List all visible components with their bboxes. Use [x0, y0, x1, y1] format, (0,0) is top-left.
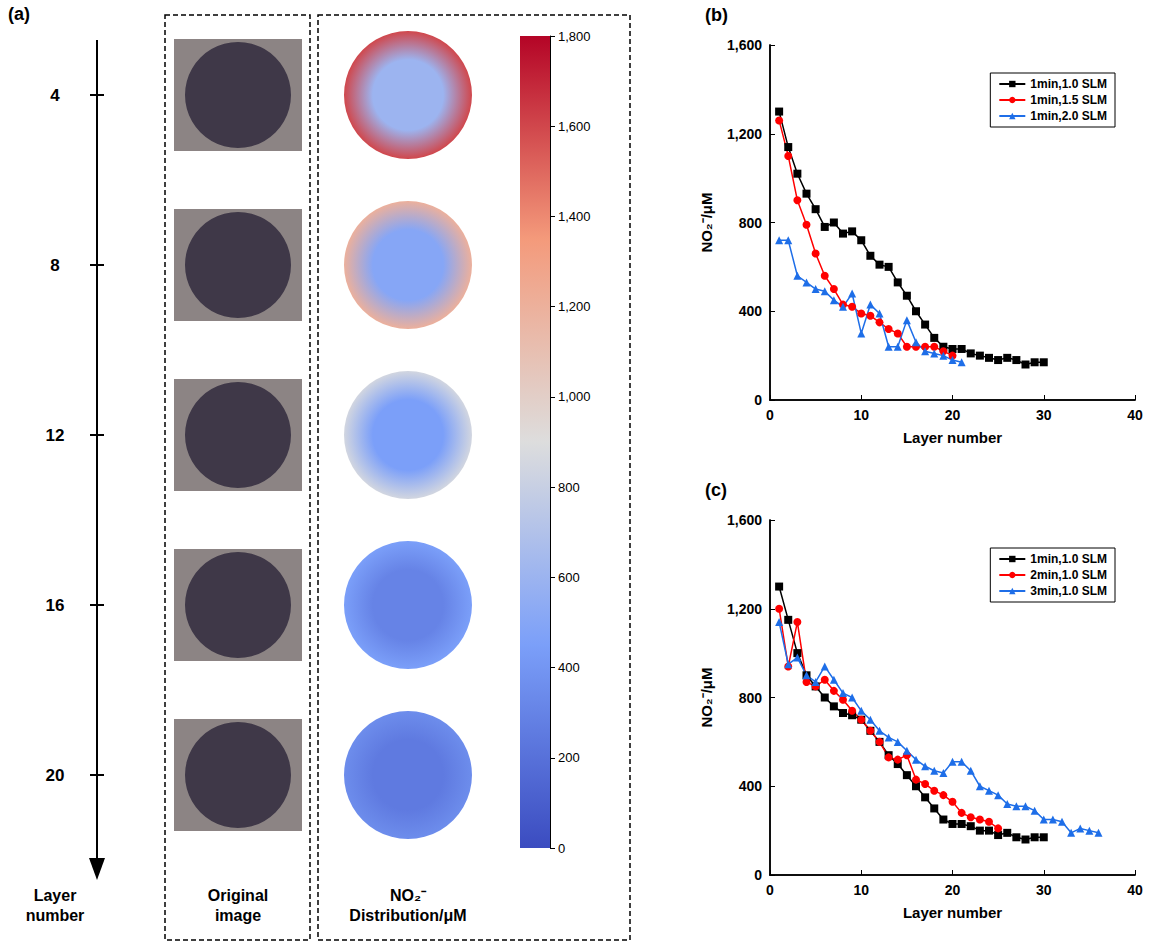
svg-text:20: 20	[945, 882, 961, 898]
svg-text:Layer number: Layer number	[903, 429, 1002, 446]
svg-text:10: 10	[853, 882, 869, 898]
svg-text:400: 400	[739, 303, 763, 319]
svg-text:0: 0	[754, 867, 762, 883]
svg-text:image: image	[215, 907, 261, 924]
svg-text:400: 400	[739, 778, 763, 794]
svg-text:1,000: 1,000	[558, 389, 591, 404]
svg-text:3min,1.0 SLM: 3min,1.0 SLM	[1030, 584, 1107, 598]
svg-text:0: 0	[558, 841, 565, 856]
svg-text:1,200: 1,200	[727, 126, 762, 142]
svg-text:1,600: 1,600	[558, 119, 591, 134]
svg-text:NO₂⁻: NO₂⁻	[390, 887, 427, 904]
svg-text:1,600: 1,600	[727, 37, 762, 53]
svg-text:800: 800	[739, 215, 763, 231]
svg-text:0: 0	[754, 392, 762, 408]
svg-text:16: 16	[46, 596, 65, 615]
svg-text:400: 400	[558, 660, 580, 675]
svg-text:number: number	[26, 907, 85, 924]
svg-text:12: 12	[46, 426, 65, 445]
svg-text:8: 8	[50, 256, 59, 275]
svg-text:20: 20	[945, 407, 961, 423]
svg-text:Distribution/μM: Distribution/μM	[349, 907, 466, 924]
svg-text:0: 0	[766, 407, 774, 423]
svg-text:1,800: 1,800	[558, 29, 591, 44]
svg-text:40: 40	[1127, 407, 1143, 423]
svg-text:NO₂⁻/μM: NO₂⁻/μM	[698, 667, 715, 727]
svg-text:1,400: 1,400	[558, 209, 591, 224]
svg-text:0: 0	[766, 882, 774, 898]
svg-text:Original: Original	[208, 887, 268, 904]
svg-text:Layer: Layer	[34, 887, 77, 904]
svg-text:2min,1.0 SLM: 2min,1.0 SLM	[1030, 568, 1107, 582]
svg-text:10: 10	[853, 407, 869, 423]
svg-text:1min,1.0 SLM: 1min,1.0 SLM	[1030, 552, 1107, 566]
svg-text:1min,1.0 SLM: 1min,1.0 SLM	[1030, 77, 1107, 91]
svg-text:1min,2.0 SLM: 1min,2.0 SLM	[1030, 109, 1107, 123]
svg-text:30: 30	[1036, 882, 1052, 898]
svg-text:Layer number: Layer number	[903, 904, 1002, 921]
svg-text:800: 800	[739, 690, 763, 706]
svg-text:(c): (c)	[705, 480, 727, 500]
svg-text:40: 40	[1127, 882, 1143, 898]
svg-text:800: 800	[558, 480, 580, 495]
svg-text:1,600: 1,600	[727, 512, 762, 528]
svg-text:(a): (a)	[8, 4, 30, 24]
svg-text:30: 30	[1036, 407, 1052, 423]
svg-text:NO₂⁻/μM: NO₂⁻/μM	[698, 192, 715, 252]
svg-text:(b): (b)	[705, 5, 728, 25]
svg-text:200: 200	[558, 750, 580, 765]
svg-text:1,200: 1,200	[727, 601, 762, 617]
svg-text:20: 20	[46, 766, 65, 785]
svg-text:4: 4	[50, 86, 60, 105]
svg-text:1,200: 1,200	[558, 299, 591, 314]
svg-text:1min,1.5 SLM: 1min,1.5 SLM	[1030, 93, 1107, 107]
svg-text:600: 600	[558, 570, 580, 585]
